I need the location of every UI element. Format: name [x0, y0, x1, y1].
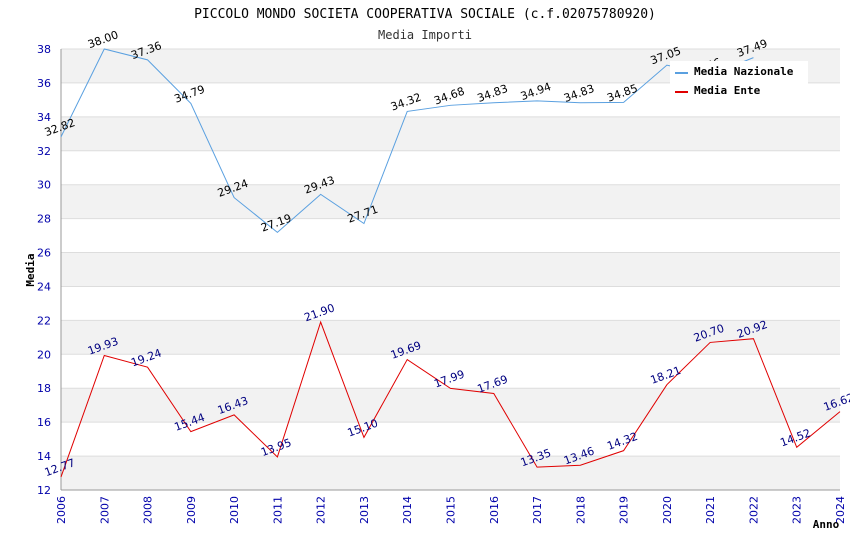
y-tick-label: 20	[37, 348, 51, 361]
series-lines	[60, 48, 841, 478]
x-tick-label: 2011	[271, 496, 284, 524]
y-tick-label: 36	[37, 77, 51, 90]
y-tick-label: 26	[37, 247, 51, 260]
x-tick-label: 2021	[704, 496, 717, 524]
x-tick-label: 2009	[185, 496, 198, 524]
band	[61, 184, 840, 219]
y-tick-label: 14	[37, 450, 51, 463]
band	[61, 252, 840, 287]
y-tick-label: 16	[37, 416, 51, 429]
x-tick-label: 2024	[834, 496, 847, 524]
x-tick-label: 2016	[488, 496, 501, 524]
band	[61, 320, 840, 355]
band	[61, 456, 840, 490]
y-axis-label: Media	[24, 253, 37, 286]
data-label-nazionale: 34.68	[432, 85, 466, 108]
legend-box	[670, 61, 808, 101]
y-tick-label: 12	[37, 484, 51, 497]
x-tick-label: 2023	[791, 496, 804, 524]
y-tick-labels: 12 14 16 18 20 22 24 26 28 30 32 34 36 38	[37, 43, 51, 497]
x-tick-label: 2019	[618, 496, 631, 524]
legend-label-nazionale: Media Nazionale	[694, 65, 794, 78]
data-label-nazionale: 34.85	[605, 82, 639, 105]
x-tick-label: 2013	[358, 496, 371, 524]
x-axis-label: Anno	[813, 518, 840, 531]
x-tick-label: 2020	[661, 496, 674, 524]
data-label-ente: 14.52	[779, 426, 813, 449]
x-tick-label: 2010	[228, 496, 241, 524]
chart-subtitle: Media Importi	[378, 28, 472, 42]
y-tick-label: 32	[37, 145, 51, 158]
series-line-media-nazionale	[60, 48, 754, 234]
background-bands	[61, 49, 840, 490]
x-tick-label: 2012	[315, 496, 328, 524]
x-tick-label: 2008	[142, 496, 155, 524]
series-line-media-ente	[60, 320, 841, 478]
y-tick-label: 18	[37, 382, 51, 395]
y-tick-label: 34	[37, 111, 51, 124]
x-tick-label: 2014	[401, 496, 414, 524]
x-tick-label: 2022	[747, 496, 760, 524]
data-label-ente: 14.32	[605, 430, 639, 453]
data-label-nazionale: 34.94	[519, 80, 553, 103]
x-tick-label: 2018	[574, 496, 587, 524]
band	[61, 388, 840, 423]
data-label-nazionale: 34.83	[562, 82, 596, 105]
y-tick-label: 28	[37, 213, 51, 226]
x-tick-label: 2007	[98, 496, 111, 524]
y-tick-label: 24	[37, 280, 51, 293]
y-tick-label: 22	[37, 314, 51, 327]
y-tick-label: 38	[37, 43, 51, 56]
y-tick-label: 30	[37, 179, 51, 192]
data-label-nazionale: 34.83	[476, 82, 510, 105]
legend-label-ente: Media Ente	[694, 84, 761, 97]
axes	[60, 49, 840, 491]
x-tick-label: 2006	[55, 496, 68, 524]
band	[61, 116, 840, 151]
x-tick-label: 2017	[531, 496, 544, 524]
data-label-ente: 18.21	[649, 364, 683, 387]
chart-title: PICCOLO MONDO SOCIETA COOPERATIVA SOCIAL…	[194, 7, 656, 22]
data-label-nazionale: 38.00	[86, 28, 120, 51]
x-tick-label: 2015	[445, 496, 458, 524]
legend: Media Nazionale Media Ente	[670, 61, 808, 101]
x-tick-labels: 2006 2007 2008 2009 2010 2011 2012 2013 2014 2015…	[55, 496, 847, 524]
